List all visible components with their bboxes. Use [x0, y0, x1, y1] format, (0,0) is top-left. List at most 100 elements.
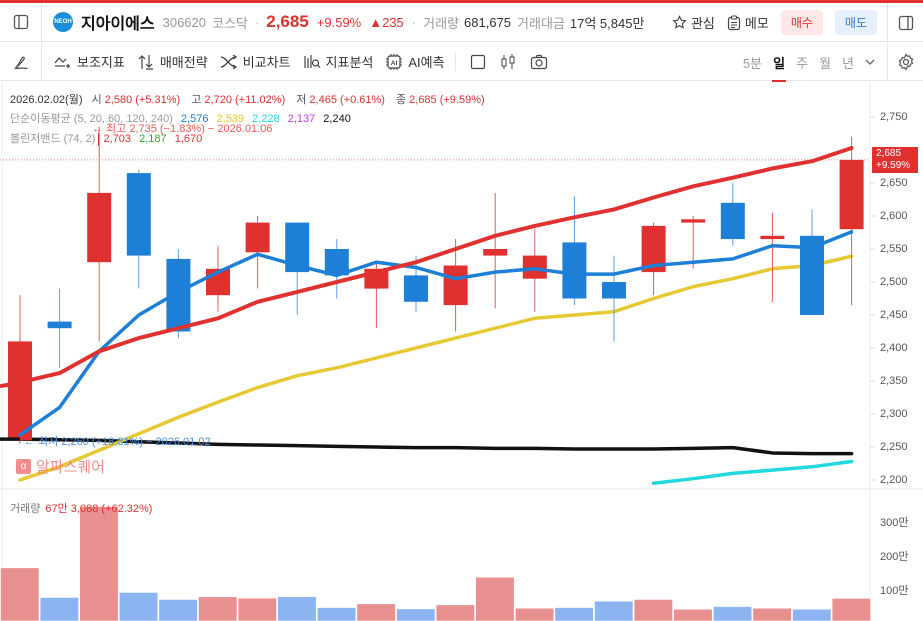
ai-prediction-button[interactable]: AI AI예측 [385, 52, 445, 71]
ma120-value: 2,137 [287, 113, 316, 125]
period-month[interactable]: 월 [819, 55, 832, 71]
high-value: 2,720 (+11.02%) [204, 94, 286, 106]
chart-area[interactable]: 2026.02.02(월) 시 2,580 (+5.31%) 고 2,720 (+1… [0, 82, 923, 621]
ohlc-legend: 2026.02.02(월) 시 2,580 (+5.31%) 고 2,720 (+1… [10, 91, 493, 107]
indicator-analysis-button[interactable]: 지표분석 [303, 52, 374, 71]
right-panel-toggle[interactable] [887, 3, 923, 42]
period-year[interactable]: 년 [842, 55, 854, 71]
open-label: 시 [91, 94, 102, 106]
bb-lower-value: 1,670 [174, 133, 203, 145]
stock-name[interactable]: 지아이에스 [81, 16, 155, 33]
ma60-value: 2,228 [252, 113, 280, 125]
svg-text:AI: AI [391, 60, 398, 67]
buy-button[interactable]: 매수 [780, 10, 823, 35]
watermark-text: 알파스퀘어 [36, 459, 106, 476]
settings-button[interactable] [887, 43, 923, 81]
indicator-analysis-label: 지표분석 [325, 55, 374, 70]
strategy-button[interactable]: 매매전략 [137, 52, 208, 71]
volume-tick: 200만 [880, 551, 909, 563]
chart-type-button[interactable] [500, 53, 516, 71]
bollinger-label: 볼린저밴드 (74, 2) [10, 133, 96, 145]
period-5min[interactable]: 5분 [742, 55, 763, 71]
price-tick: 2,400 [880, 342, 908, 354]
open-value: 2,580 (+5.31%) [104, 94, 181, 106]
memo-button[interactable]: 메모 [727, 13, 769, 32]
price-tag-change: +9.59% [876, 160, 911, 171]
separator-dot: · [411, 14, 417, 30]
ai-chip-icon: AI [386, 53, 403, 70]
candlestick-icon [501, 53, 515, 69]
volume-tick: 100만 [880, 585, 909, 597]
sidebar-icon [13, 14, 28, 30]
current-price: 2,685 [266, 12, 309, 31]
alphasquare-logo-icon: α [16, 459, 31, 474]
drawing-tool-button[interactable] [0, 42, 42, 81]
price-tick: 2,250 [880, 441, 908, 453]
high-annotation: ← 최고 2,735 (−1.83%) − 2026.01.06 [92, 123, 273, 135]
legend-date: 2026.02.02(월) [10, 94, 83, 106]
ma240-value: 2,240 [323, 113, 351, 125]
price-tag-value: 2,685 [876, 148, 902, 159]
volume-label: 거래량 [423, 15, 460, 31]
volume-value: 681,675 [464, 14, 512, 30]
watchlist-label: 관심 [690, 16, 715, 31]
period-day[interactable]: 일 [772, 53, 787, 82]
ma-values: 2,576 2,539 2,228 2,137 2,240 [176, 113, 351, 125]
price-tick: 2,600 [880, 210, 908, 222]
stock-code: 306620 [162, 14, 206, 30]
chevron-down-icon[interactable] [865, 58, 875, 66]
price-tick: 2,350 [880, 375, 908, 387]
legend-divider [98, 132, 100, 146]
strategy-label: 매매전략 [159, 55, 208, 70]
layout-button[interactable] [470, 54, 486, 70]
price-tick: 2,550 [880, 243, 908, 255]
indicators-label: 보조지표 [77, 55, 125, 70]
bb-upper-value: 2,703 [103, 133, 132, 145]
clipboard-icon [727, 14, 740, 30]
toolbar-divider [454, 52, 456, 71]
compare-chart-button[interactable]: 비교차트 [220, 52, 291, 71]
sort-arrows-icon [138, 54, 153, 70]
compare-chart-label: 비교차트 [242, 55, 291, 70]
sidebar-right-icon [898, 15, 913, 30]
pen-icon [13, 56, 28, 69]
indicators-button[interactable]: 보조지표 [54, 52, 125, 71]
low-value: 2,465 (+0.61%) [309, 94, 385, 106]
ma5-value: 2,576 [180, 113, 209, 125]
period-selector: 5분 일 주 월 년 [742, 43, 875, 82]
ai-prediction-label: AI예측 [408, 55, 445, 70]
ma20-value: 2,539 [216, 113, 245, 125]
ma-legend[interactable]: 단순이동평균 (5, 20, 60, 120, 240) 2,576 2,539… [10, 110, 351, 126]
volume-tick: 300만 [880, 517, 909, 529]
period-week[interactable]: 주 [796, 55, 809, 71]
watchlist-button[interactable]: 관심 [672, 13, 715, 32]
company-logo: NEOH [53, 12, 73, 32]
analysis-icon [303, 54, 320, 68]
change-percent: +9.59% [316, 14, 362, 30]
alphasquare-watermark: α 알파스퀘어 [16, 456, 105, 477]
camera-icon [530, 54, 547, 69]
low-annotation: ← 최저 2,260 (+18.81%) − 2026.01.02 [24, 436, 211, 448]
separator-dot: · [254, 14, 260, 30]
star-icon [672, 15, 687, 29]
shuffle-icon [220, 54, 237, 69]
price-tick: 2,300 [880, 408, 908, 420]
volume-legend-value: 67만 3,088 (+62.32%) [45, 503, 153, 515]
current-price-tag: 2,685 +9.59% [872, 147, 918, 173]
close-value: 2,685 (+9.59%) [409, 94, 485, 106]
amount-value: 17억 5,845만 [569, 15, 645, 31]
price-tick: 2,650 [880, 177, 908, 189]
change-amount: ▲235 [369, 14, 404, 30]
left-panel-toggle[interactable] [0, 2, 42, 42]
price-tick: 2,200 [880, 474, 908, 486]
price-chart-canvas[interactable] [0, 82, 923, 621]
price-tick: 2,750 [880, 111, 908, 123]
sell-button[interactable]: 매도 [834, 10, 877, 35]
screenshot-button[interactable] [530, 54, 548, 70]
memo-label: 메모 [744, 16, 769, 31]
price-tick: 2,450 [880, 309, 908, 321]
bollinger-legend[interactable]: 볼린저밴드 (74, 2) 2,703 2,187 1,670 [10, 130, 202, 146]
indicator-chart-icon [54, 56, 70, 68]
chart-toolbar: 보조지표 매매전략 비교차트 지표분석 AI AI예측 5분 일 주 월 년 [0, 42, 923, 82]
square-icon [470, 54, 485, 69]
